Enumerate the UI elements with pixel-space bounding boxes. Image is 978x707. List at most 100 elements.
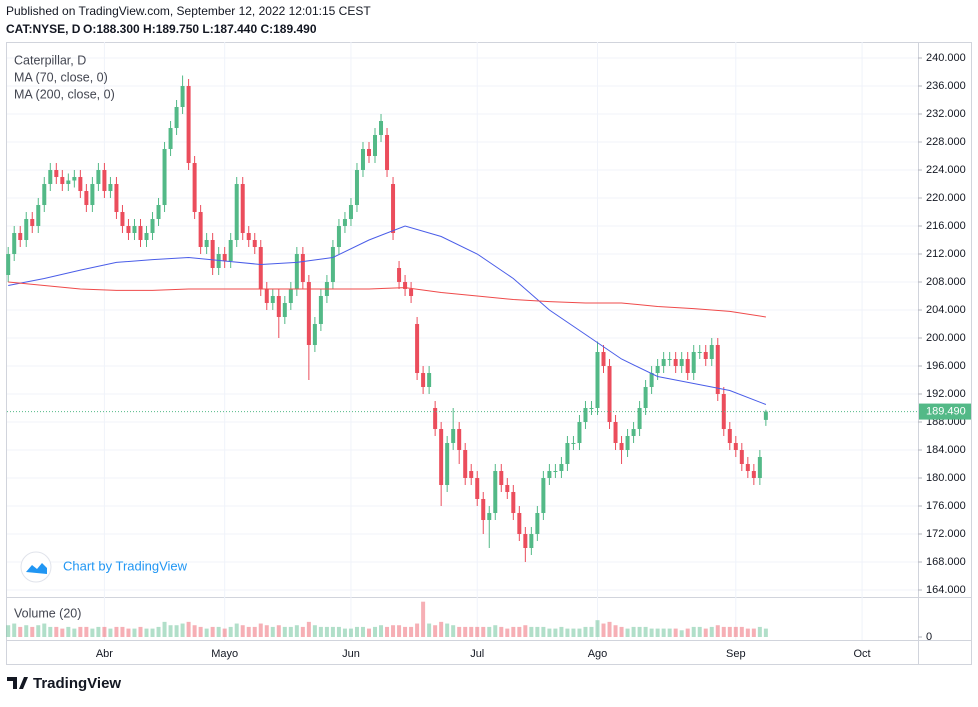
chart-frame (6, 42, 972, 665)
volume-bar (559, 626, 564, 637)
volume-bar (553, 628, 558, 637)
candle-body (198, 212, 203, 248)
published-note: Published on TradingView.com, September … (6, 4, 371, 18)
volume-bar (379, 625, 384, 637)
watermark: Chart by TradingView (20, 551, 188, 583)
volume-bar (72, 628, 77, 637)
candle-body (601, 352, 606, 367)
candle-body (703, 352, 708, 360)
candle-body (469, 471, 474, 479)
candle-body (391, 184, 396, 234)
volume-bar (240, 625, 245, 637)
candle-body (583, 408, 588, 423)
y-tick-label: 200.000 (926, 332, 966, 344)
volume-bar (691, 626, 696, 637)
volume-bar (685, 628, 690, 637)
volume-bar (721, 626, 726, 637)
legend-title: Caterpillar, D (14, 53, 86, 67)
volume-bar (601, 623, 606, 637)
volume-bar (84, 626, 89, 637)
volume-bar (403, 626, 408, 637)
candle-body (18, 233, 23, 241)
candle-body (433, 408, 438, 430)
candle-body (589, 408, 594, 410)
volume-bar (577, 628, 582, 637)
y-tick-label: 180.000 (926, 472, 966, 484)
symbol: CAT:NYSE, D (6, 22, 81, 36)
y-tick-label: 216.000 (926, 220, 966, 232)
candle-body (54, 170, 59, 178)
candle-body (348, 205, 353, 220)
volume-bar (366, 628, 371, 637)
volume-legend: Volume (20) (14, 606, 81, 620)
volume-bar (180, 623, 185, 637)
candle-body (132, 226, 137, 234)
y-tick-label: 240.000 (926, 52, 966, 64)
candle-body (451, 429, 456, 444)
volume-bar (108, 628, 113, 637)
candle-body (487, 513, 492, 521)
volume-bar (373, 626, 378, 637)
volume-bar (222, 628, 227, 637)
volume-bar (246, 626, 251, 637)
volume-bar (54, 626, 59, 637)
candle-body (138, 226, 143, 241)
candle-body (270, 296, 275, 304)
volume-bar (126, 628, 131, 637)
candle-body (751, 471, 756, 479)
y-tick-label: 164.000 (926, 584, 966, 596)
candle-body (523, 534, 528, 549)
last-price-label: 189.490 (926, 405, 966, 417)
marks (6, 75, 918, 637)
candle-body (84, 191, 89, 206)
volume-bar (210, 626, 215, 637)
candle-body (120, 212, 125, 227)
candle-body (745, 464, 750, 472)
volume-bar (96, 626, 101, 637)
volume-bar (78, 626, 83, 637)
volume-bar (595, 620, 600, 637)
volume-bar (216, 626, 221, 637)
candle-body (409, 289, 414, 297)
volume-bar (258, 623, 263, 637)
volume-bar (228, 626, 233, 637)
candle-body (24, 219, 29, 241)
candle-body (763, 411, 768, 420)
candle-body (595, 352, 600, 409)
x-tick-label: Jun (342, 648, 360, 660)
candle-body (373, 135, 378, 157)
candle-body (733, 443, 738, 451)
volume-bar (18, 626, 23, 637)
volume-bar (138, 626, 143, 637)
y-tick-label: 208.000 (926, 276, 966, 288)
candle-body (306, 282, 311, 346)
volume-bar (174, 625, 179, 637)
volume-bar (619, 626, 624, 637)
volume-bar (24, 625, 29, 637)
watermark-text: Chart by TradingView (63, 558, 188, 573)
volume-bar (457, 626, 462, 637)
candle-body (517, 513, 522, 535)
candle-body (427, 373, 432, 388)
volume-bar (60, 628, 65, 637)
candle-body (102, 170, 107, 192)
candle-body (679, 359, 684, 367)
candle-body (156, 205, 161, 220)
volume-bar (607, 621, 612, 637)
volume-bar (186, 621, 191, 637)
volume-bar (751, 628, 756, 637)
candle-body (288, 289, 293, 304)
candle-body (330, 247, 335, 283)
volume-bar (589, 626, 594, 637)
x-tick-label: Abr (96, 648, 113, 660)
volume-bar (12, 623, 17, 637)
candle-body (108, 184, 113, 192)
y-tick-label: 220.000 (926, 192, 966, 204)
candle-body (228, 240, 233, 262)
logo: TradingView (7, 675, 121, 692)
candle-body (48, 170, 53, 185)
candle-body (691, 352, 696, 374)
volume-bar (36, 625, 41, 637)
logo-icon (7, 677, 28, 689)
